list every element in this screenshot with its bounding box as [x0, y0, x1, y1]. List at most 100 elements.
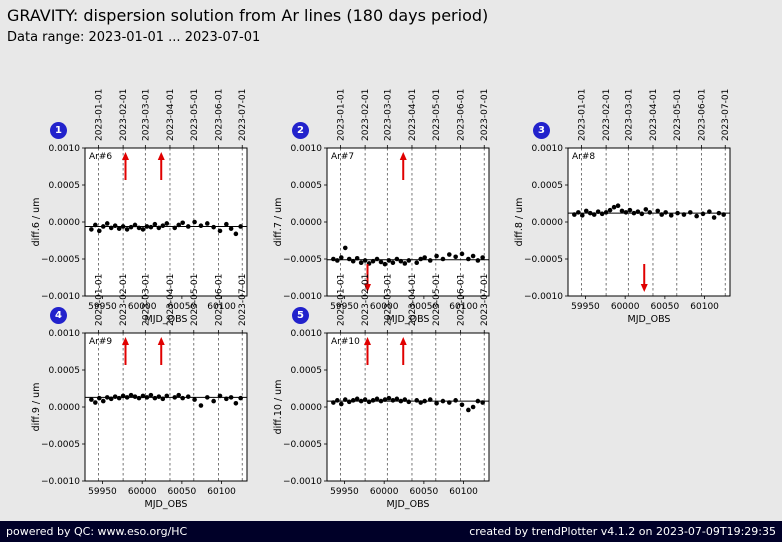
data-point — [233, 401, 239, 406]
data-point — [623, 210, 629, 215]
data-point — [370, 398, 376, 403]
y-tick-label: −0.0005 — [41, 255, 80, 265]
data-point — [140, 227, 146, 232]
data-point — [647, 210, 653, 215]
top-date-label: 2023-04-01 — [166, 274, 176, 326]
x-axis-label: MJD_OBS — [628, 314, 671, 325]
data-point — [583, 208, 589, 214]
data-point — [635, 209, 641, 214]
data-point — [639, 211, 645, 217]
y-tick-label: −0.0005 — [524, 255, 563, 265]
data-point — [619, 208, 625, 214]
data-point — [192, 397, 197, 402]
data-point — [398, 398, 404, 404]
data-point — [663, 210, 668, 215]
plot-background — [85, 333, 247, 481]
top-date-label: 2023-03-01 — [141, 89, 151, 141]
top-date-label: 2023-01-01 — [95, 274, 105, 326]
data-point — [132, 222, 138, 228]
data-point — [152, 221, 158, 227]
footer-powered-by[interactable]: powered by QC: www.eso.org/HC — [6, 525, 188, 538]
y-tick-label: 0.0005 — [49, 181, 81, 191]
plot-ar6[interactable]: 2023-01-01 2023-02-01 2023-03-01 2023-04-01… — [25, 83, 255, 340]
y-tick-label: −0.0010 — [41, 477, 80, 487]
top-date-label: 2023-06-01 — [456, 274, 466, 326]
chart-canvas-2: 2023-01-01 2023-02-01 2023-03-01 2023-04-01… — [273, 89, 490, 325]
data-point — [700, 211, 706, 217]
data-point — [655, 208, 661, 214]
data-point — [128, 392, 134, 398]
data-point — [346, 256, 352, 262]
y-tick-label: 0.0010 — [49, 329, 81, 339]
top-date-label: 2023-02-01 — [361, 274, 371, 326]
top-date-label: 2023-05-01 — [190, 274, 200, 326]
data-point — [350, 398, 356, 403]
data-point — [217, 393, 223, 399]
x-tick-label: 60100 — [207, 487, 236, 497]
data-point — [418, 256, 424, 262]
y-tick-label: 0.0000 — [49, 218, 81, 228]
x-tick-label: 60000 — [611, 302, 640, 312]
event-arrow-up-icon — [364, 337, 371, 365]
data-point — [406, 258, 412, 263]
data-point — [136, 395, 142, 401]
data-point — [707, 209, 712, 214]
x-axis-label: MJD_OBS — [145, 314, 188, 325]
data-point — [427, 258, 433, 263]
plot-ar7[interactable]: 2023-01-01 2023-02-01 2023-03-01 2023-04-01… — [267, 83, 497, 340]
y-tick-label: 0.0005 — [291, 366, 323, 376]
data-point — [354, 255, 360, 261]
x-tick-label: 60100 — [449, 487, 478, 497]
data-point — [100, 224, 106, 229]
data-point — [466, 256, 471, 262]
data-point — [136, 225, 142, 231]
y-tick-label: 0.0010 — [49, 144, 81, 154]
plot-number-badge-3: 3 — [533, 122, 550, 139]
data-point — [112, 223, 118, 228]
data-point — [124, 227, 130, 232]
top-date-label: 2023-07-01 — [238, 89, 248, 141]
data-point — [607, 207, 613, 213]
top-date-label: 2023-05-01 — [432, 89, 442, 141]
data-point — [112, 394, 118, 399]
y-tick-label: 0.0000 — [291, 218, 323, 228]
event-arrow-up-icon — [157, 152, 165, 180]
top-date-label: 2023-05-01 — [673, 89, 683, 141]
y-axis-label: diff.10 / um — [273, 380, 284, 435]
data-point — [390, 260, 396, 265]
x-tick-label: 59950 — [88, 487, 117, 497]
data-point — [453, 398, 458, 403]
data-point — [434, 253, 439, 259]
plot-ar8[interactable]: 2023-01-01 2023-02-01 2023-03-01 2023-04-01… — [508, 83, 738, 340]
data-point — [579, 213, 585, 218]
data-point — [576, 210, 581, 215]
data-point — [470, 404, 476, 410]
page-title: GRAVITY: dispersion solution from Ar lin… — [7, 6, 489, 25]
plot-ar10[interactable]: 2023-01-01 2023-02-01 2023-03-01 2023-04-01… — [267, 268, 497, 525]
data-point — [386, 258, 392, 263]
scatter-points — [331, 245, 485, 267]
y-tick-label: −0.0010 — [524, 292, 563, 302]
data-point — [160, 396, 166, 402]
data-point — [228, 395, 234, 400]
data-point — [390, 398, 396, 403]
data-point — [172, 395, 178, 400]
plot-ar9[interactable]: 2023-01-01 2023-02-01 2023-03-01 2023-04-01… — [25, 268, 255, 525]
top-date-label: 2023-02-01 — [119, 89, 129, 141]
top-date-label: 2023-04-01 — [166, 89, 176, 141]
top-date-label: 2023-02-01 — [119, 274, 129, 326]
data-point — [394, 396, 400, 402]
data-point — [338, 255, 344, 260]
data-point — [398, 258, 404, 264]
top-date-label: 2023-04-01 — [649, 89, 659, 141]
data-point — [422, 255, 427, 260]
data-point — [104, 221, 110, 226]
top-date-label: 2023-05-01 — [432, 274, 442, 326]
top-date-label: 2023-03-01 — [383, 89, 393, 141]
event-arrow-up-icon — [399, 337, 407, 365]
series-label: Ar#9 — [89, 337, 112, 347]
data-point — [591, 212, 597, 217]
data-point — [156, 394, 162, 399]
x-tick-label: 60100 — [449, 302, 478, 312]
y-tick-label: 0.0010 — [532, 144, 564, 154]
